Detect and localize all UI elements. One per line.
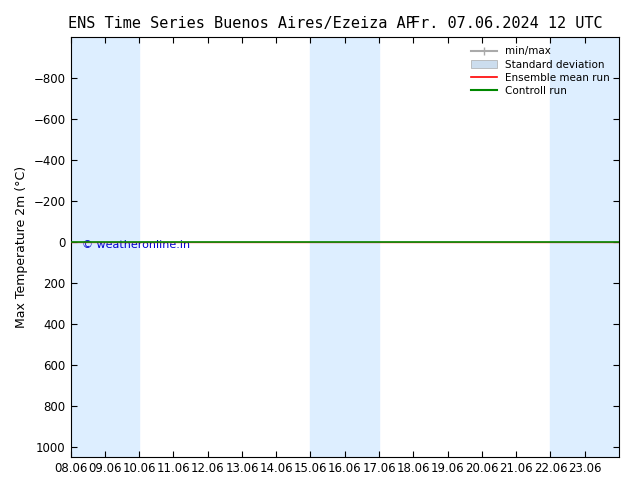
Bar: [105, 37, 139, 457]
Text: ENS Time Series Buenos Aires/Ezeiza AP: ENS Time Series Buenos Aires/Ezeiza AP: [68, 16, 414, 31]
Bar: [550, 37, 585, 457]
Legend: min/max, Standard deviation, Ensemble mean run, Controll run: min/max, Standard deviation, Ensemble me…: [467, 42, 614, 100]
Text: Fr. 07.06.2024 12 UTC: Fr. 07.06.2024 12 UTC: [411, 16, 603, 31]
Bar: [345, 37, 379, 457]
Y-axis label: Max Temperature 2m (°C): Max Temperature 2m (°C): [15, 166, 28, 328]
Text: © weatheronline.in: © weatheronline.in: [82, 240, 190, 250]
Bar: [311, 37, 345, 457]
Bar: [70, 37, 105, 457]
Bar: [585, 37, 619, 457]
